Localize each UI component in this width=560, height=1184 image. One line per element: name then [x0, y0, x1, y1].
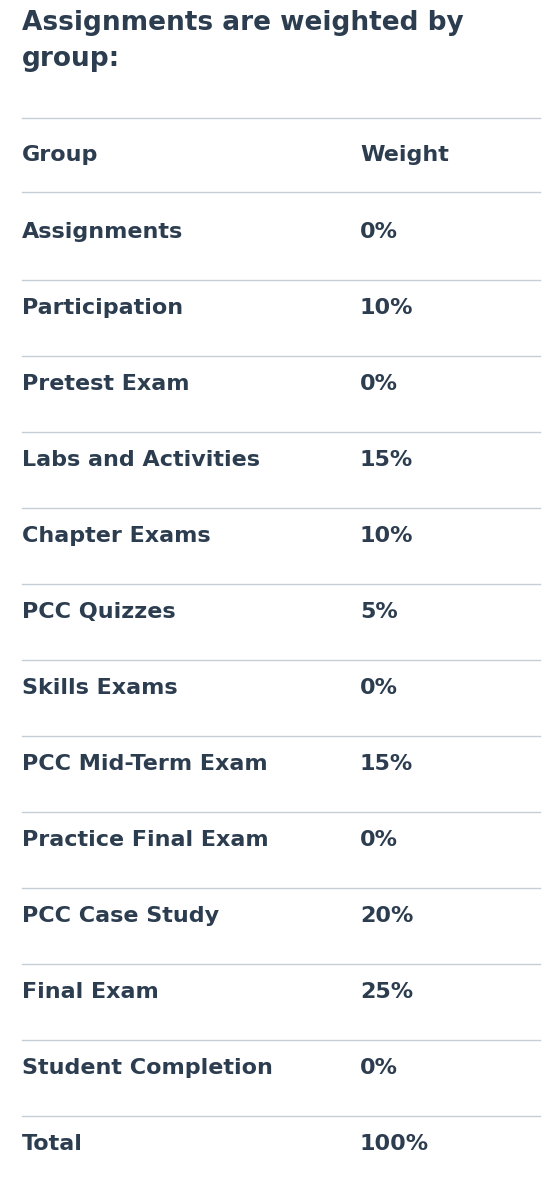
- Text: 10%: 10%: [360, 526, 413, 546]
- Text: 100%: 100%: [360, 1134, 429, 1154]
- Text: 10%: 10%: [360, 298, 413, 318]
- Text: 15%: 15%: [360, 754, 413, 774]
- Text: Final Exam: Final Exam: [22, 982, 158, 1002]
- Text: Chapter Exams: Chapter Exams: [22, 526, 211, 546]
- Text: PCC Quizzes: PCC Quizzes: [22, 601, 176, 622]
- Text: 0%: 0%: [360, 678, 398, 699]
- Text: 25%: 25%: [360, 982, 413, 1002]
- Text: 5%: 5%: [360, 601, 398, 622]
- Text: Labs and Activities: Labs and Activities: [22, 450, 260, 470]
- Text: Total: Total: [22, 1134, 83, 1154]
- Text: Assignments: Assignments: [22, 223, 183, 242]
- Text: PCC Mid-Term Exam: PCC Mid-Term Exam: [22, 754, 268, 774]
- Text: 0%: 0%: [360, 830, 398, 850]
- Text: Assignments are weighted by
group:: Assignments are weighted by group:: [22, 9, 464, 72]
- Text: Group: Group: [22, 144, 99, 165]
- Text: Weight: Weight: [360, 144, 449, 165]
- Text: 20%: 20%: [360, 906, 413, 926]
- Text: Participation: Participation: [22, 298, 183, 318]
- Text: Skills Exams: Skills Exams: [22, 678, 178, 699]
- Text: 0%: 0%: [360, 374, 398, 394]
- Text: Pretest Exam: Pretest Exam: [22, 374, 189, 394]
- Text: 0%: 0%: [360, 1058, 398, 1077]
- Text: PCC Case Study: PCC Case Study: [22, 906, 219, 926]
- Text: 0%: 0%: [360, 223, 398, 242]
- Text: Practice Final Exam: Practice Final Exam: [22, 830, 269, 850]
- Text: Student Completion: Student Completion: [22, 1058, 273, 1077]
- Text: 15%: 15%: [360, 450, 413, 470]
